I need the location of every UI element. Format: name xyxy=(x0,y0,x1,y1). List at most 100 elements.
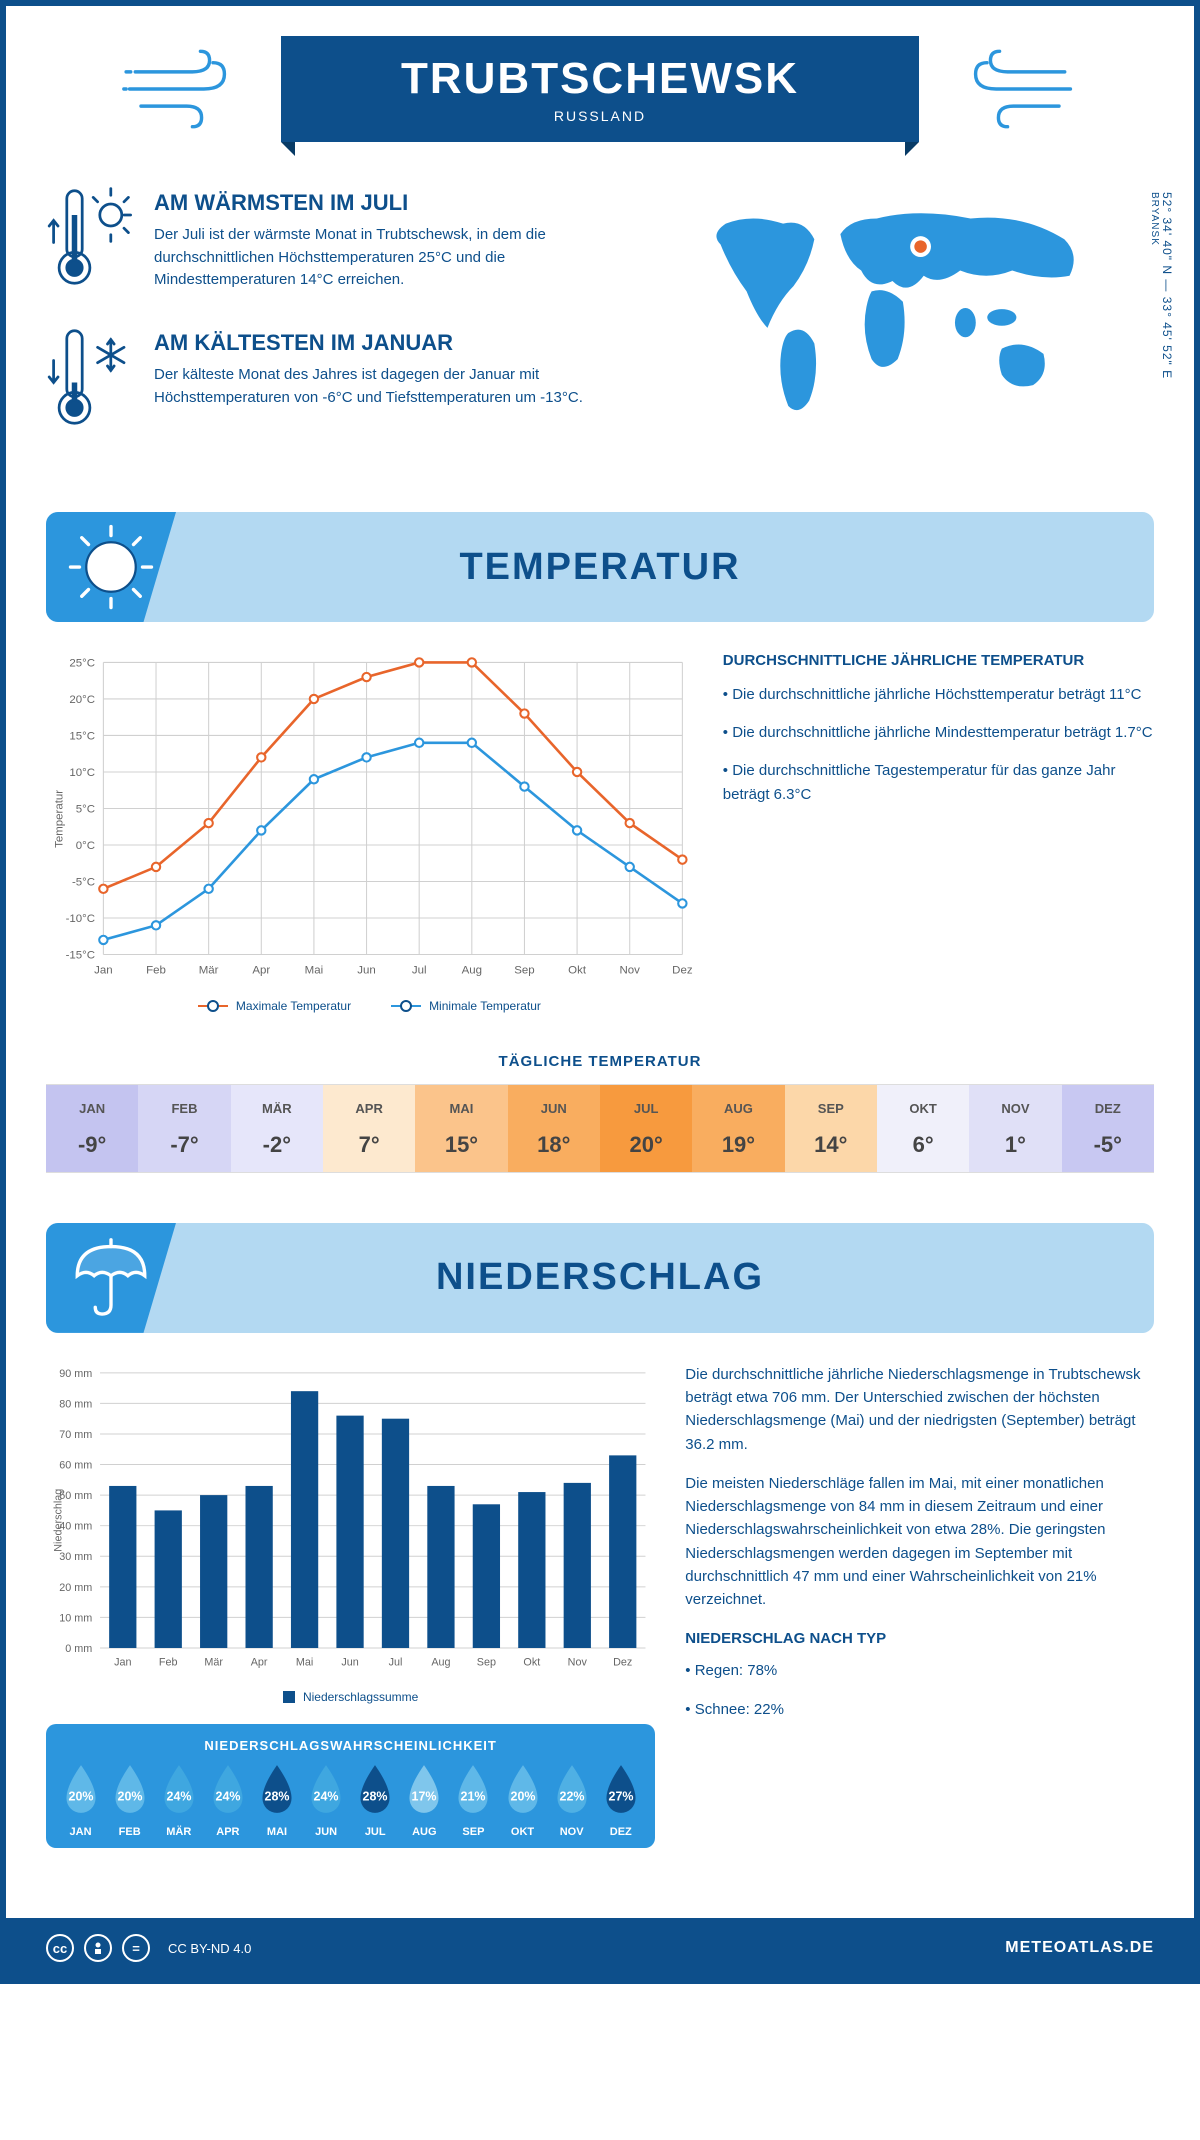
coldest-text: Der kälteste Monat des Jahres ist dagege… xyxy=(154,364,611,409)
probability-drop: 21%SEP xyxy=(449,1763,498,1838)
svg-text:0°C: 0°C xyxy=(76,840,95,852)
prob-title: NIEDERSCHLAGSWAHRSCHEINLICHKEIT xyxy=(56,1738,645,1753)
temperature-chart: -15°C-10°C-5°C0°C5°C10°C15°C20°C25°CJanF… xyxy=(46,652,693,1013)
precip-title: NIEDERSCHLAG xyxy=(46,1256,1154,1299)
svg-text:Apr: Apr xyxy=(252,964,270,976)
svg-text:Mai: Mai xyxy=(296,1657,313,1669)
daily-cell: SEP14° xyxy=(785,1085,877,1172)
probability-drop: 22%NOV xyxy=(547,1763,596,1838)
precip-legend-label: Niederschlagssumme xyxy=(303,1690,418,1704)
svg-text:27%: 27% xyxy=(608,1790,633,1804)
svg-text:Apr: Apr xyxy=(251,1657,268,1669)
probability-drop: 28%MAI xyxy=(252,1763,301,1838)
svg-text:20%: 20% xyxy=(68,1790,93,1804)
legend-max: Maximale Temperatur xyxy=(236,999,351,1013)
temperature-title: TEMPERATUR xyxy=(46,546,1154,589)
temperature-legend: Maximale Temperatur Minimale Temperatur xyxy=(46,999,693,1013)
svg-text:80 mm: 80 mm xyxy=(59,1398,92,1410)
daily-cell: JUN18° xyxy=(508,1085,600,1172)
svg-text:10°C: 10°C xyxy=(69,767,95,779)
coldest-fact: AM KÄLTESTEN IM JANUAR Der kälteste Mona… xyxy=(46,322,611,432)
svg-text:30 mm: 30 mm xyxy=(59,1551,92,1563)
svg-text:Jul: Jul xyxy=(389,1657,403,1669)
svg-text:10 mm: 10 mm xyxy=(59,1612,92,1624)
precip-p1: Die durchschnittliche jährliche Niedersc… xyxy=(685,1363,1154,1456)
daily-cell: MAI15° xyxy=(415,1085,507,1172)
svg-text:24%: 24% xyxy=(215,1790,240,1804)
thermometer-snow-icon xyxy=(46,322,136,432)
thermometer-sun-icon xyxy=(46,182,136,292)
temp-info-b3: • Die durchschnittliche Tagestemperatur … xyxy=(723,759,1154,807)
svg-text:Aug: Aug xyxy=(431,1657,450,1669)
probability-drop: 27%DEZ xyxy=(596,1763,645,1838)
header-row: TRUBTSCHEWSK RUSSLAND xyxy=(46,36,1154,142)
probability-drop: 17%AUG xyxy=(400,1763,449,1838)
svg-text:Mär: Mär xyxy=(204,1657,223,1669)
precip-text: Die durchschnittliche jährliche Niedersc… xyxy=(685,1363,1154,1848)
probability-drop: 20%OKT xyxy=(498,1763,547,1838)
svg-text:Niederschlag: Niederschlag xyxy=(53,1489,65,1552)
precip-type-title: NIEDERSCHLAG NACH TYP xyxy=(685,1627,1154,1650)
daily-cell: DEZ-5° xyxy=(1062,1085,1154,1172)
nd-icon: = xyxy=(122,1934,150,1962)
coords-label: 52° 34' 40" N — 33° 45' 52" E xyxy=(1160,192,1174,379)
probability-drop: 28%JUL xyxy=(351,1763,400,1838)
svg-text:-15°C: -15°C xyxy=(66,950,95,962)
svg-text:70 mm: 70 mm xyxy=(59,1429,92,1441)
by-icon xyxy=(84,1934,112,1962)
svg-text:Jan: Jan xyxy=(94,964,113,976)
svg-text:Mai: Mai xyxy=(305,964,323,976)
probability-drop: 24%APR xyxy=(203,1763,252,1838)
svg-text:Okt: Okt xyxy=(568,964,587,976)
svg-text:Sep: Sep xyxy=(514,964,534,976)
svg-text:17%: 17% xyxy=(412,1790,437,1804)
svg-text:20%: 20% xyxy=(117,1790,142,1804)
precip-section-header: NIEDERSCHLAG xyxy=(46,1223,1154,1333)
svg-text:Jul: Jul xyxy=(412,964,427,976)
daily-cell: NOV1° xyxy=(969,1085,1061,1172)
svg-text:Dez: Dez xyxy=(613,1657,632,1669)
daily-cell: OKT6° xyxy=(877,1085,969,1172)
svg-text:Jan: Jan xyxy=(114,1657,131,1669)
daily-cell: APR7° xyxy=(323,1085,415,1172)
precip-legend: Niederschlagssumme xyxy=(46,1690,655,1704)
probability-drop: 20%FEB xyxy=(105,1763,154,1838)
svg-text:25°C: 25°C xyxy=(69,658,95,670)
infographic-container: TRUBTSCHEWSK RUSSLAND AM WÄRMSTEN IM JUL… xyxy=(0,0,1200,1984)
svg-text:Nov: Nov xyxy=(620,964,641,976)
svg-text:Sep: Sep xyxy=(477,1657,496,1669)
temperature-section-header: TEMPERATUR xyxy=(46,512,1154,622)
probability-drop: 24%JUN xyxy=(302,1763,351,1838)
precip-probability-box: NIEDERSCHLAGSWAHRSCHEINLICHKEIT 20%JAN20… xyxy=(46,1724,655,1848)
daily-cell: JUL20° xyxy=(600,1085,692,1172)
title-banner: TRUBTSCHEWSK RUSSLAND xyxy=(281,36,919,142)
svg-text:Jun: Jun xyxy=(357,964,376,976)
daily-cell: AUG19° xyxy=(692,1085,784,1172)
svg-text:Feb: Feb xyxy=(159,1657,178,1669)
wind-icon-right xyxy=(959,49,1079,129)
temp-info-b2: • Die durchschnittliche jährliche Mindes… xyxy=(723,721,1154,745)
svg-text:5°C: 5°C xyxy=(76,804,95,816)
svg-text:Temperatur: Temperatur xyxy=(54,790,66,848)
region-label: BRYANSK xyxy=(1149,192,1160,246)
legend-min: Minimale Temperatur xyxy=(429,999,541,1013)
precip-type-rain: • Regen: 78% xyxy=(685,1659,1154,1682)
svg-text:Dez: Dez xyxy=(672,964,693,976)
probability-drop: 20%JAN xyxy=(56,1763,105,1838)
daily-cell: FEB-7° xyxy=(138,1085,230,1172)
probability-drop: 24%MÄR xyxy=(154,1763,203,1838)
svg-text:90 mm: 90 mm xyxy=(59,1368,92,1380)
precip-chart: 0 mm10 mm20 mm30 mm40 mm50 mm60 mm70 mm8… xyxy=(46,1363,655,1677)
svg-text:Feb: Feb xyxy=(146,964,166,976)
temp-info-b1: • Die durchschnittliche jährliche Höchst… xyxy=(723,683,1154,707)
svg-text:0 mm: 0 mm xyxy=(65,1643,92,1655)
svg-text:60 mm: 60 mm xyxy=(59,1459,92,1471)
intro-section: AM WÄRMSTEN IM JULI Der Juli ist der wär… xyxy=(46,182,1154,462)
temperature-info: DURCHSCHNITTLICHE JÄHRLICHE TEMPERATUR •… xyxy=(723,652,1154,1013)
svg-text:Mär: Mär xyxy=(199,964,219,976)
svg-text:Okt: Okt xyxy=(523,1657,540,1669)
svg-text:Nov: Nov xyxy=(568,1657,588,1669)
coldest-title: AM KÄLTESTEN IM JANUAR xyxy=(154,330,611,356)
svg-text:28%: 28% xyxy=(363,1790,388,1804)
country-subtitle: RUSSLAND xyxy=(401,108,799,124)
